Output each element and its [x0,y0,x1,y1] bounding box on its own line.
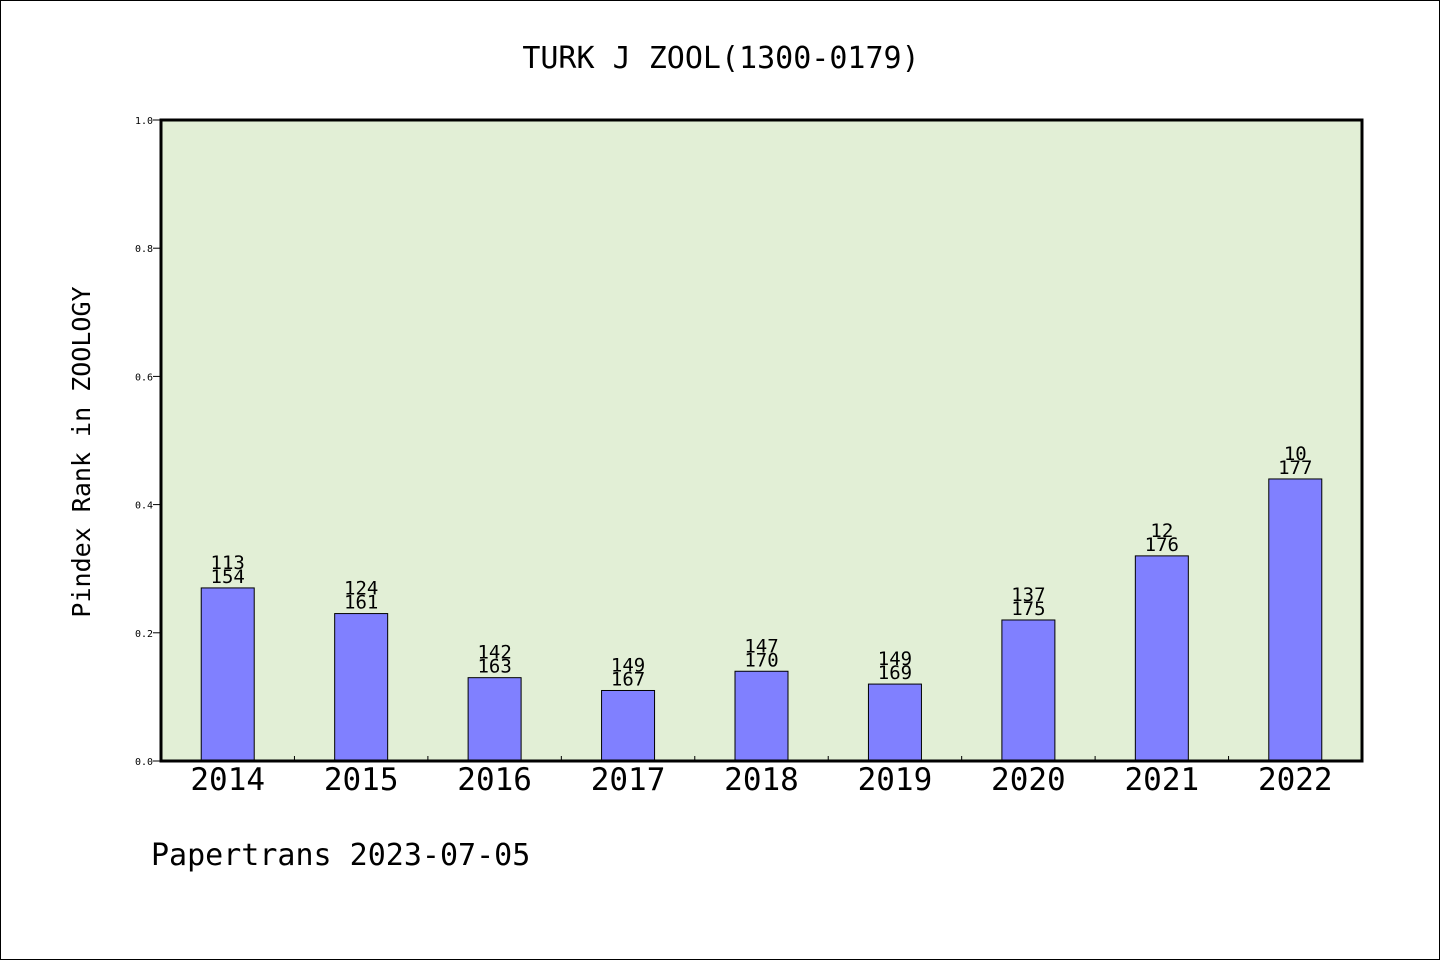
x-tick-label: 2018 [724,762,799,798]
bar-rank-label: 149 [611,654,645,676]
chart-title: TURK J ZOOL(1300-0179) [522,41,919,76]
bar-total-label: 176 [1145,534,1179,556]
bar-rank-label: 149 [878,648,912,670]
y-tick-label: 1.0 [135,116,153,127]
y-tick-label: 0.6 [135,372,153,383]
x-tick-label: 2019 [858,762,933,798]
y-axis-label: Pindex Rank in ZOOLOGY [67,286,96,617]
bar-total-label: 170 [744,649,778,671]
y-tick-label: 0.0 [135,757,153,768]
x-tick-label: 2014 [190,762,265,798]
bar-total-label: 161 [344,592,378,614]
bar-series [200,478,1323,762]
bar [1001,619,1056,762]
bar-rank-label: 10 [1284,443,1307,465]
bar [467,677,522,762]
bar-total-label: 154 [211,566,245,588]
bar-rank-label: 142 [477,642,511,664]
x-tick-label: 2016 [457,762,532,798]
x-axis: 2014 2015 2016 2017 2018 2019 2020 2021 2022 [190,756,1333,798]
bar [1134,555,1189,762]
x-tick-label: 2020 [991,762,1066,798]
bar [200,587,255,762]
bar-rank-label: 137 [1011,584,1045,606]
bar-total-label: 169 [878,662,912,684]
x-tick-label: 2022 [1258,762,1333,798]
y-tick-label: 0.2 [135,629,153,640]
bar-rank-label: 124 [344,578,378,600]
bar-rank-label: 113 [211,552,245,574]
footer-text: Papertrans 2023-07-05 [151,838,530,873]
x-tick-label: 2015 [324,762,399,798]
bar-rank-label: 147 [744,635,778,657]
bar [1268,478,1323,762]
bar-total-label: 167 [611,668,645,690]
bar [867,683,922,762]
y-tick-label: 0.8 [135,244,153,255]
bar-total-label: 175 [1011,598,1045,620]
plot-border [159,118,1364,763]
bar-rank-label: 12 [1150,520,1173,542]
bar-total-label: 177 [1278,457,1312,479]
bar [334,613,389,762]
y-tick-label: 0.4 [135,501,153,512]
y-axis: 0.0 0.2 0.4 0.6 0.8 1.0 [135,116,161,768]
bar [734,670,789,762]
x-tick-label: 2021 [1125,762,1200,798]
bar [601,689,656,762]
bar-total-label: 163 [477,656,511,678]
x-tick-label: 2017 [591,762,666,798]
